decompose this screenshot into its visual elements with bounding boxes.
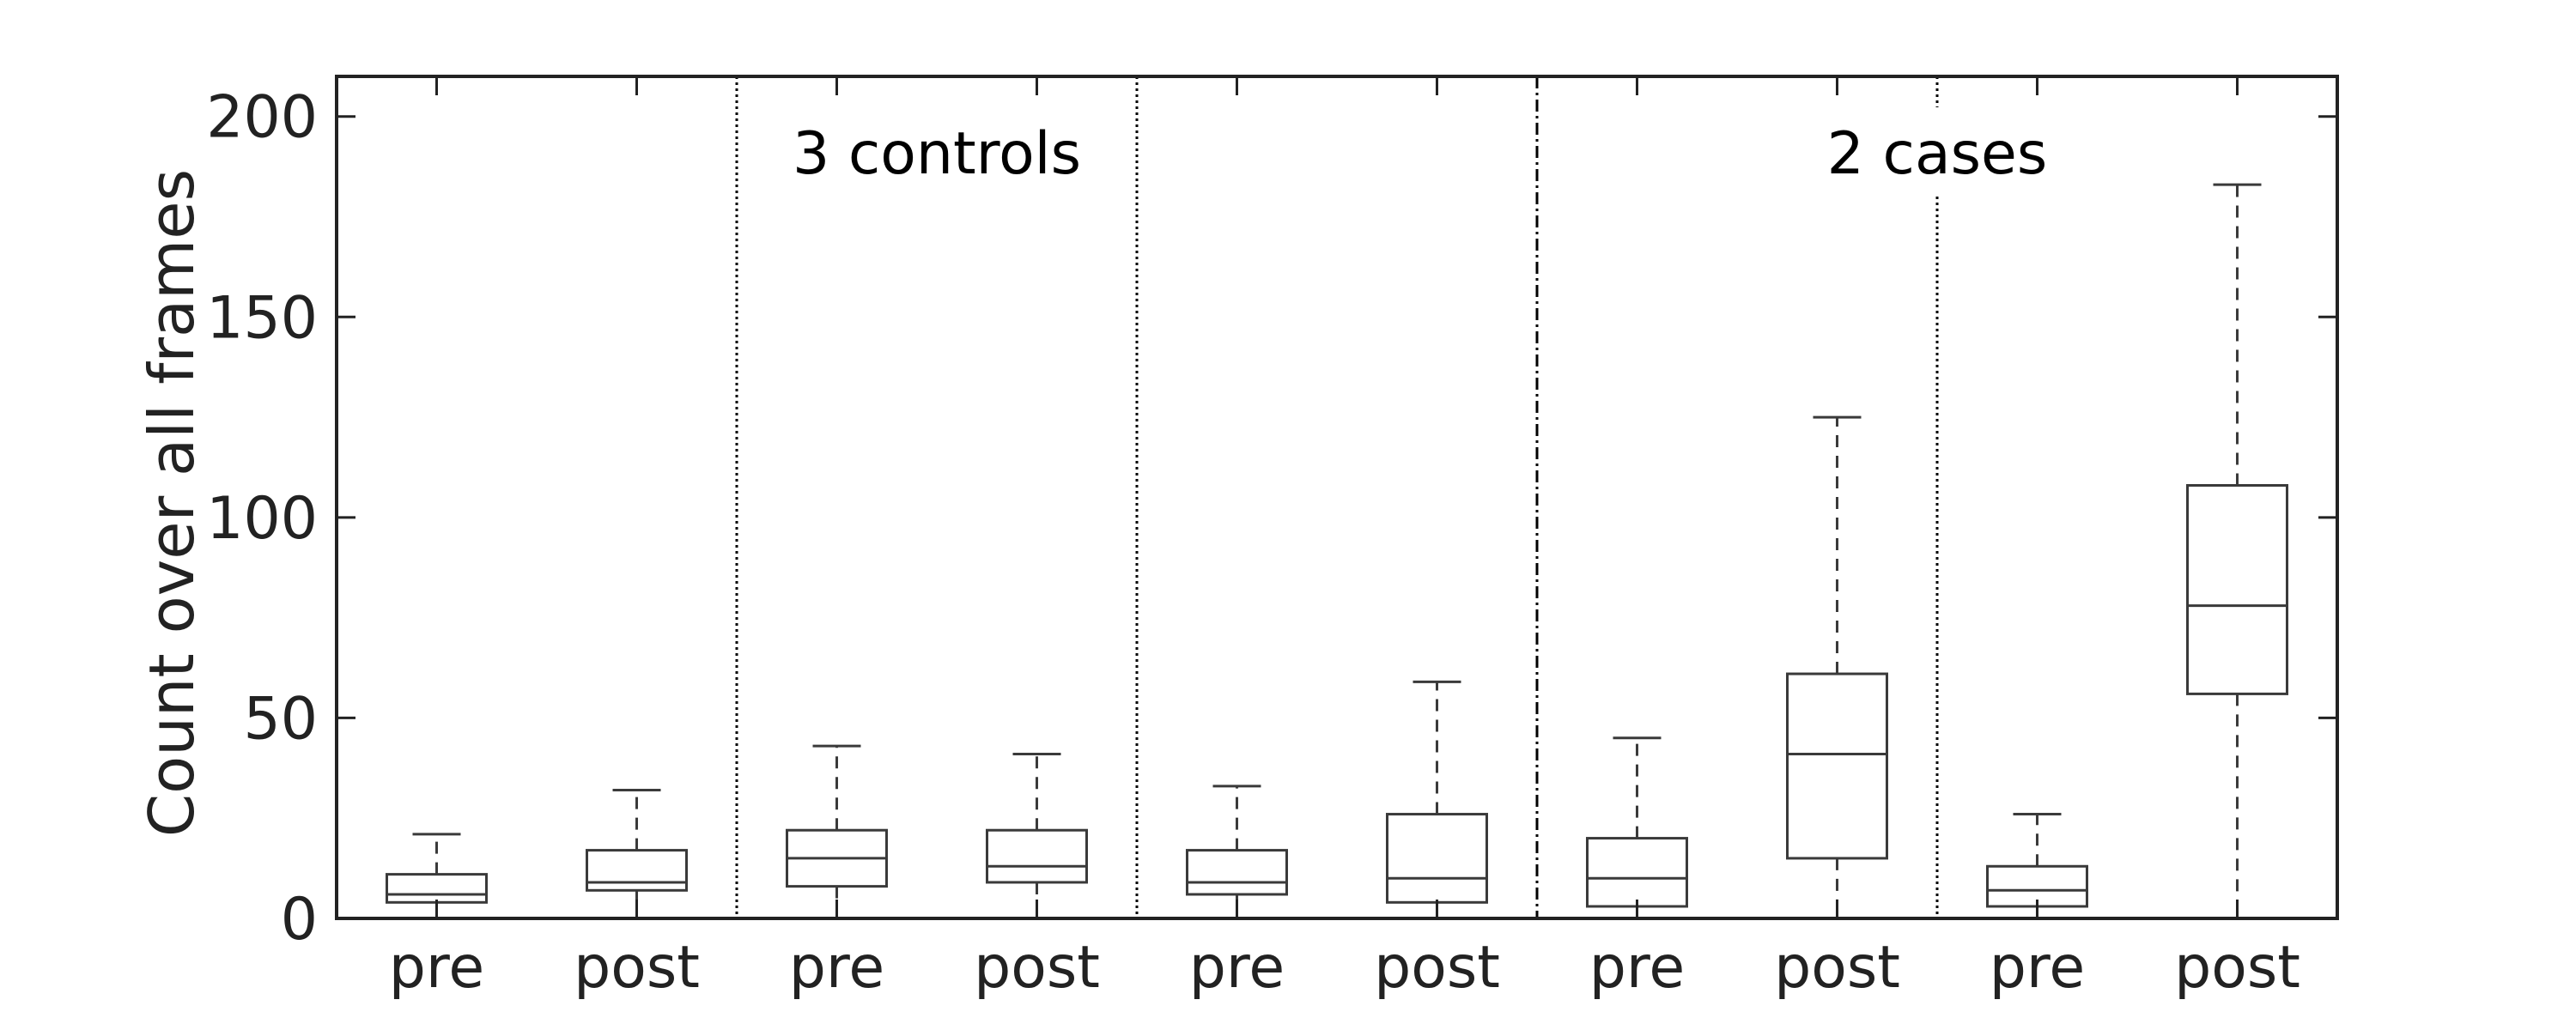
group-label: 3 controls <box>793 120 1081 188</box>
box-10-post <box>2186 183 2288 920</box>
iqr-box <box>1586 837 1688 908</box>
y-tick-label: 200 <box>206 84 318 152</box>
x-tick-label: pre <box>389 934 484 1002</box>
box-4-post <box>986 752 1088 920</box>
group-label-background <box>752 107 1121 193</box>
x-tick-label: pre <box>789 934 884 1002</box>
iqr-box <box>2186 483 2288 695</box>
y-tick-labels: 0 50 100 150 200 <box>206 84 318 954</box>
axis-ticks <box>337 76 2337 920</box>
iqr-box <box>386 873 488 904</box>
box-3-pre <box>786 744 888 920</box>
y-tick-label: 100 <box>206 485 318 553</box>
x-tick-label: pre <box>1589 934 1685 1002</box>
box-2-post <box>586 789 688 920</box>
box-7-pre <box>1586 736 1688 920</box>
y-tick-label: 150 <box>206 284 318 352</box>
group-label-background <box>1804 107 2070 193</box>
y-axis-label: Count over all frames <box>136 169 208 837</box>
subject-separators <box>735 76 1939 918</box>
x-tick-label: post <box>1774 934 1900 1002</box>
iqr-box <box>1786 672 1888 860</box>
box-8-post <box>1786 415 1888 920</box>
plot-frame <box>335 75 2339 920</box>
iqr-box <box>986 828 1088 884</box>
iqr-box <box>586 849 688 892</box>
y-tick-label: 0 <box>281 886 318 954</box>
iqr-box <box>1186 849 1288 896</box>
group-labels: 3 controls 2 cases <box>752 107 2070 193</box>
x-tick-label: pre <box>1189 934 1285 1002</box>
x-tick-label: post <box>2174 934 2300 1002</box>
iqr-box <box>1386 813 1488 904</box>
y-tick-label: 50 <box>243 685 318 753</box>
group-label: 2 cases <box>1827 120 2048 188</box>
box-6-post <box>1386 680 1488 920</box>
x-tick-label: post <box>974 934 1100 1002</box>
x-tick-label: post <box>574 934 700 1002</box>
x-tick-labels: pre post pre post pre post pre post pre post <box>389 934 2300 1002</box>
x-tick-label: post <box>1374 934 1500 1002</box>
box-5-pre <box>1186 785 1288 920</box>
x-tick-label: pre <box>1990 934 2085 1002</box>
box-series <box>386 183 2288 920</box>
